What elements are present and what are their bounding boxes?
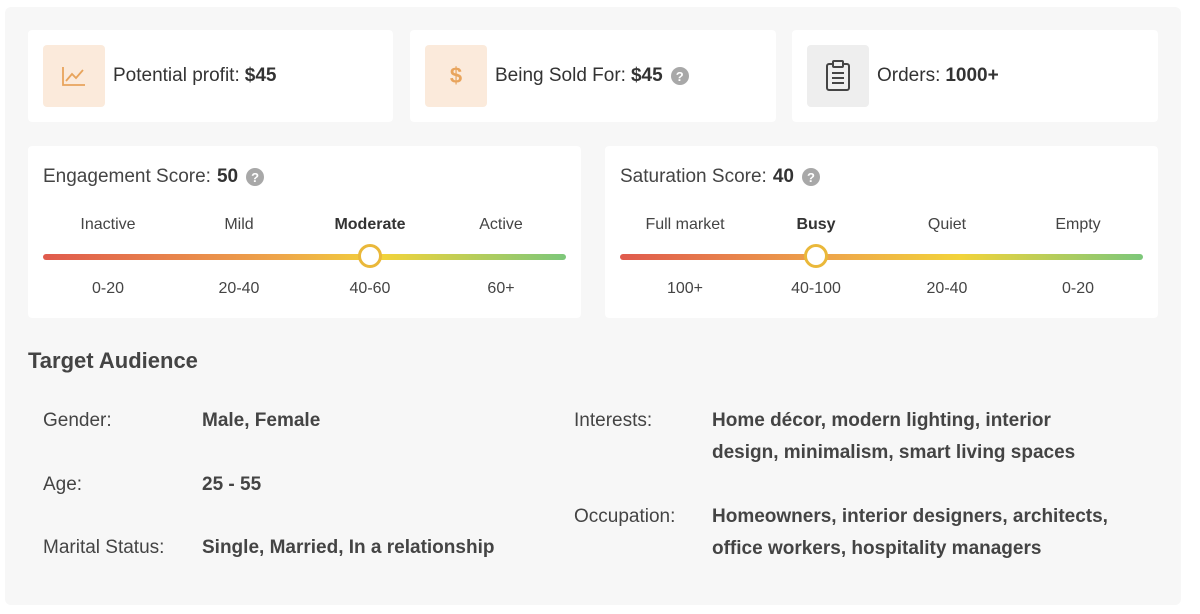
- marital-status-value: Single, Married, In a relationship: [202, 537, 495, 558]
- chart-line-icon: [43, 45, 105, 107]
- saturation-gradient-bar: [620, 254, 1143, 260]
- saturation-score-value: 40: [772, 166, 794, 187]
- help-icon[interactable]: ?: [246, 168, 265, 186]
- being-sold-for-label: Being Sold For:: [495, 65, 626, 86]
- engagement-gradient-bar: [43, 254, 566, 260]
- stat-card-orders: Orders: 1000+: [792, 30, 1158, 122]
- engagement-score-card: Engagement Score: 50 ? Inactive Mild Mod…: [28, 146, 581, 318]
- engagement-score-label: Engagement Score:: [43, 166, 211, 187]
- interests-label: Interests:: [574, 410, 653, 431]
- engagement-level: Mild: [224, 216, 254, 233]
- saturation-range: 20-40: [926, 280, 968, 297]
- age-label: Age:: [43, 474, 83, 495]
- interests-value-line2: design, minimalism, smart living spaces: [712, 442, 1076, 463]
- engagement-level-active: Moderate: [334, 216, 406, 233]
- saturation-level-active: Busy: [796, 216, 836, 233]
- gender-value: Male, Female: [202, 410, 321, 431]
- orders-label: Orders:: [877, 65, 941, 86]
- interests-value-line1: Home décor, modern lighting, interior: [712, 410, 1051, 431]
- potential-profit-label: Potential profit:: [113, 65, 240, 86]
- engagement-score-header: Engagement Score: 50 ?: [43, 166, 265, 188]
- engagement-range: 60+: [487, 280, 515, 297]
- potential-profit-value: $45: [244, 65, 277, 86]
- saturation-score-card: Saturation Score: 40 ? Full market Busy …: [605, 146, 1158, 318]
- saturation-level: Quiet: [927, 216, 967, 233]
- saturation-score-label: Saturation Score:: [620, 166, 767, 187]
- saturation-level: Full market: [645, 216, 725, 233]
- saturation-slider-knob: [804, 244, 828, 268]
- occupation-label: Occupation:: [574, 506, 676, 527]
- clipboard-icon: [807, 45, 869, 107]
- saturation-range: 0-20: [1061, 280, 1095, 297]
- target-audience-title: Target Audience: [28, 348, 198, 373]
- engagement-range: 40-60: [349, 280, 391, 297]
- stat-card-potential-profit: Potential profit: $45: [28, 30, 393, 122]
- saturation-range: 40-100: [791, 280, 841, 297]
- engagement-range: 20-40: [218, 280, 260, 297]
- engagement-range: 0-20: [91, 280, 125, 297]
- stat-card-being-sold-for: $ Being Sold For: $45 ?: [410, 30, 776, 122]
- occupation-value-line2: office workers, hospitality managers: [712, 538, 1042, 559]
- help-icon[interactable]: ?: [801, 168, 820, 186]
- engagement-level: Active: [479, 216, 523, 233]
- saturation-score-header: Saturation Score: 40 ?: [620, 166, 820, 188]
- engagement-score-value: 50: [216, 166, 239, 187]
- dollar-icon: $: [425, 45, 487, 107]
- engagement-level: Inactive: [80, 216, 136, 233]
- orders-value: 1000+: [945, 65, 999, 86]
- being-sold-for-value: $45: [630, 65, 663, 86]
- help-icon[interactable]: ?: [670, 67, 689, 85]
- age-value: 25 - 55: [202, 474, 262, 495]
- product-insights-panel: Potential profit: $45 $ Being Sold For: …: [5, 7, 1181, 605]
- gender-label: Gender:: [43, 410, 112, 431]
- marital-status-label: Marital Status:: [43, 537, 165, 558]
- engagement-slider-knob: [358, 244, 382, 268]
- occupation-value-line1: Homeowners, interior designers, architec…: [712, 506, 1108, 527]
- saturation-range: 100+: [666, 280, 704, 297]
- saturation-level: Empty: [1055, 216, 1101, 233]
